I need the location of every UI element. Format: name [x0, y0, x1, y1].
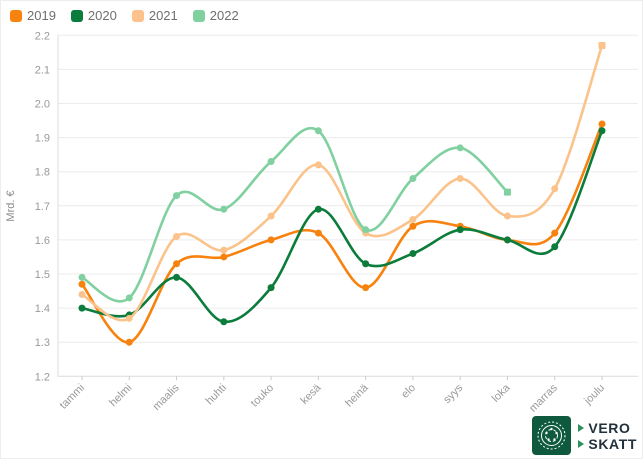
series-line: [80, 127, 509, 303]
triangle-icon: [578, 423, 585, 432]
data-point: [503, 236, 511, 244]
data-point: [456, 144, 464, 152]
vero-skatt-logo: VERO SKATT: [532, 416, 637, 455]
x-tick-label: heinä: [343, 381, 371, 409]
data-point: [362, 260, 370, 268]
data-point: [314, 205, 322, 213]
y-tick-label: 2.2: [35, 30, 50, 42]
series-line: [80, 44, 604, 322]
legend-item-2020[interactable]: 2020: [70, 8, 117, 23]
data-point: [173, 232, 181, 240]
y-tick-label: 1.2: [35, 371, 50, 383]
x-tick-label: joulu: [581, 382, 607, 408]
triangle-icon: [578, 439, 585, 448]
legend-item-2022[interactable]: 2022: [192, 8, 239, 23]
data-point: [173, 273, 181, 281]
data-point: [125, 314, 133, 322]
logo-text-skatt: SKATT: [588, 435, 637, 452]
data-point: [125, 294, 133, 302]
x-tick-label: marras: [527, 382, 560, 415]
data-point: [220, 318, 228, 326]
data-point: [598, 127, 606, 135]
data-point: [409, 175, 417, 183]
data-point: [267, 212, 275, 220]
logo-wordmark: VERO SKATT: [578, 420, 637, 452]
data-point: [267, 157, 275, 165]
x-tick-label: syys: [441, 382, 465, 406]
data-point: [551, 185, 559, 193]
data-point: [78, 304, 86, 312]
axes: [57, 35, 603, 381]
data-point: [125, 338, 133, 346]
y-tick-label: 1.8: [35, 167, 50, 179]
legend-swatch-icon: [70, 9, 83, 22]
data-point: [598, 42, 606, 50]
x-axis-labels: tammi helmi maalis huhti touko kesä heinä elo sy…: [57, 381, 607, 414]
y-tick-label: 1.7: [35, 201, 50, 213]
y-tick-label: 1.9: [35, 133, 50, 145]
data-point: [173, 192, 181, 200]
legend-label: 2019: [27, 8, 56, 23]
data-point: [551, 229, 559, 237]
legend-swatch-icon: [10, 9, 22, 22]
data-point: [456, 175, 464, 183]
legend: 2019 2020 2021 2022: [10, 8, 239, 23]
data-point: [362, 284, 370, 292]
legend-label: 2020: [87, 8, 117, 23]
rosette-icon: [532, 416, 572, 455]
data-point: [267, 236, 275, 244]
data-point: [409, 222, 417, 230]
data-point: [551, 243, 559, 251]
series-line: [80, 122, 604, 344]
x-tick-label: kesä: [299, 381, 325, 407]
legend-swatch-icon: [192, 9, 205, 22]
data-point: [173, 260, 181, 268]
data-point: [220, 246, 228, 254]
legend-label: 2022: [209, 8, 239, 23]
data-point: [314, 161, 322, 169]
data-point: [78, 280, 86, 288]
data-point: [362, 226, 370, 234]
data-point: [220, 205, 228, 213]
data-point: [409, 215, 417, 223]
legend-item-2021[interactable]: 2021: [131, 8, 178, 23]
x-tick-label: helmi: [107, 382, 134, 409]
data-point: [314, 229, 322, 237]
data-point: [267, 284, 275, 292]
series-2022: [78, 127, 511, 303]
y-tick-label: 2.0: [35, 99, 50, 111]
data-point: [598, 120, 606, 128]
y-tick-label: 1.6: [35, 235, 50, 247]
vero-emblem-icon: [532, 416, 572, 455]
legend-item-2019[interactable]: 2019: [10, 8, 56, 23]
y-tick-label: 1.3: [35, 337, 50, 349]
y-axis-labels: 1.2 1.3 1.4 1.5 1.6 1.7 1.8 1.9 2.0 2.1 2.2: [35, 30, 50, 383]
data-point: [503, 188, 511, 196]
data-point: [456, 226, 464, 234]
y-tick-label: 2.1: [35, 64, 50, 76]
legend-label: 2021: [148, 8, 178, 23]
data-point: [409, 250, 417, 258]
x-tick-label: tammi: [57, 382, 87, 412]
data-point: [220, 253, 228, 261]
x-tick-label: elo: [399, 382, 418, 401]
y-tick-label: 1.5: [35, 269, 50, 281]
x-tick-label: touko: [249, 382, 277, 410]
data-point: [314, 127, 322, 135]
x-tick-label: maalis: [151, 382, 182, 413]
logo-text-vero: VERO: [588, 419, 631, 436]
x-tick-label: huhti: [204, 382, 229, 407]
data-point: [78, 273, 86, 281]
data-point: [503, 212, 511, 220]
x-tick-label: loka: [490, 381, 513, 404]
y-axis-title: Mrd. €: [5, 190, 17, 221]
legend-swatch-icon: [131, 9, 144, 22]
data-point: [78, 290, 86, 298]
series-2021: [78, 42, 606, 322]
data-series: [78, 42, 606, 346]
series-2020: [78, 127, 606, 326]
y-tick-label: 1.4: [35, 303, 50, 315]
